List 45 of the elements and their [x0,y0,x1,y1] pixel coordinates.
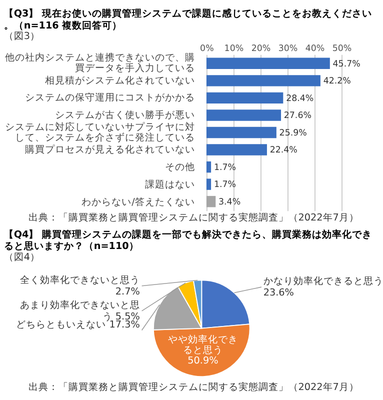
source-note: 出典：「購買業務と購買管理システムに関する実態調査」（2022年7月） [28,381,359,394]
data-label: 1.7% [214,162,236,173]
bar [206,126,276,138]
bar [206,161,212,173]
text: （図3） [4,30,40,42]
data-label: 23.6% [263,288,294,299]
bar [206,144,267,156]
data-label: 2.7% [115,286,140,298]
x-tick-label: 30% [278,44,298,54]
x-tick-label: 40% [305,44,325,54]
slice-label: 全く効率化できないと思う [20,274,140,286]
bar [206,196,216,208]
x-tick-label: 10% [224,44,244,54]
data-label: 42.2% [323,76,351,87]
bar [206,75,320,86]
data-label: 27.6% [284,111,312,122]
data-label: 25.9% [279,128,307,138]
data-label: 50.9% [188,356,218,366]
bar [206,58,330,70]
y-tick-label: 購買プロセスが見える化されていない [24,144,195,156]
data-label: 28.4% [286,94,314,104]
y-tick-label: 他の社内システムと連携できないので、購買データを手入力している [4,52,195,74]
bar [206,110,282,121]
slice-label: やや効率化できると思う [168,333,238,356]
bar [206,92,284,104]
y-tick-label: わからない/答えたくない [82,196,195,208]
data-label: 3.4% [218,197,241,208]
source-note: 出典：「購買業務と購買管理システムに関する実態調査」（2022年7月） [28,211,359,224]
data-label: 45.7% [332,59,360,70]
y-tick-label: システムが古く使い勝手が悪い [54,109,195,122]
y-tick-label: 相見積がシステム化されていない [44,74,195,86]
bar [206,178,212,190]
data-label: 1.7% [214,180,236,190]
data-label: 22.4% [270,146,298,156]
y-tick-label: システムの保守運用にコストがかかる [24,92,195,104]
x-tick-label: 0% [200,44,214,54]
y-tick-label: システムに対応していないサプライヤに対して、システムを介さずに発注している [4,121,195,144]
x-tick-label: 50% [332,44,352,54]
slice-label: かなり効率化できると思う [263,275,383,288]
chart-title: 【Q4】 購買管理システムの課題を一部でも解決できたら、購買業務は効率化できると思いますか？（n=110） [4,228,372,252]
chart-title: 【Q3】 現在お使いの購買管理システムで課題に感じていることをお教えください。（n=116 複数回答可） [4,8,372,32]
x-tick-label: 20% [251,44,271,54]
y-tick-label: 課題はない [144,178,195,190]
chart-subtitle: （図4） [4,252,40,263]
y-tick-label: その他 [164,161,195,174]
